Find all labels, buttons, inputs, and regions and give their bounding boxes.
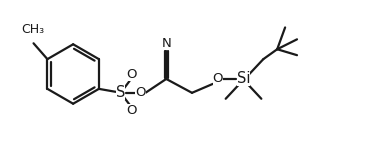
Text: O: O (135, 86, 146, 99)
Text: CH₃: CH₃ (21, 23, 44, 36)
Text: N: N (161, 37, 171, 50)
Text: O: O (126, 69, 137, 82)
Text: O: O (213, 73, 223, 85)
Text: O: O (126, 104, 137, 117)
Text: S: S (116, 85, 125, 100)
Text: Si: Si (237, 71, 250, 86)
